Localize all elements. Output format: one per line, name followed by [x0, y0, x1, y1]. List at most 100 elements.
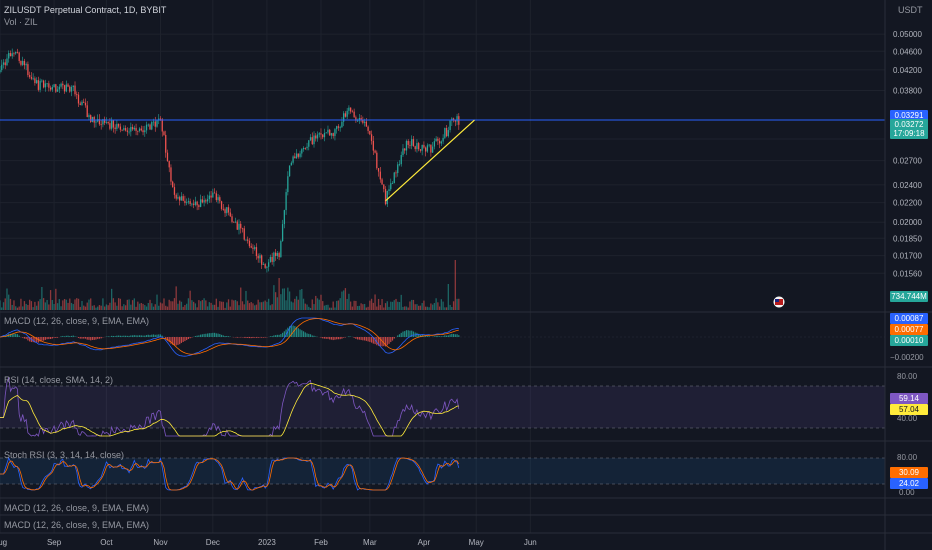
candle-body	[219, 197, 221, 202]
macd-hist-bar	[69, 336, 71, 337]
candle-body	[58, 86, 60, 90]
candle-body	[440, 141, 443, 144]
candle-body	[90, 115, 92, 122]
macd-hist-bar	[428, 336, 430, 337]
candle-body	[247, 239, 249, 241]
candle-body	[114, 127, 116, 129]
candle-body	[112, 120, 115, 128]
volume-bar	[65, 299, 67, 310]
volume-bar	[213, 304, 216, 310]
volume-bar	[93, 305, 95, 310]
macd-hist-bar	[39, 337, 41, 342]
volume-bar	[63, 298, 66, 310]
macd-hist-bar	[51, 337, 53, 339]
candle-body	[27, 64, 29, 76]
trend-line[interactable]	[385, 119, 475, 202]
macd-hist-bar	[390, 337, 392, 343]
candle-body	[421, 144, 423, 151]
candle-body	[234, 221, 237, 223]
macd-hist-bar	[280, 334, 282, 337]
candle-body	[95, 121, 97, 123]
candle-body	[142, 130, 144, 133]
candle-body	[332, 133, 334, 136]
macd-hist-bar	[203, 333, 205, 337]
candle-body	[172, 181, 174, 188]
macd-hist-bar	[449, 334, 451, 337]
volume-bar	[393, 300, 395, 310]
candle-body	[1, 64, 3, 71]
volume-bar	[288, 291, 291, 310]
macd-hist-bar	[259, 337, 261, 338]
volume-bar	[97, 306, 99, 310]
volume-bar	[74, 299, 76, 310]
macd-hist-bar	[370, 337, 373, 343]
macd-hist-bar	[402, 331, 404, 337]
candle-body	[398, 164, 401, 165]
macd-hist-bar	[332, 337, 334, 341]
macd-hist-bar	[81, 337, 83, 339]
candle-body	[76, 94, 78, 96]
volume-bar	[67, 302, 69, 310]
macd-hist-bar	[98, 337, 101, 339]
macd-hist-bar	[439, 336, 441, 337]
candle-body	[302, 147, 305, 150]
rsi-tick-40: 40.00	[897, 414, 918, 423]
macd-hist-bar	[90, 337, 92, 341]
volume-bar	[56, 303, 59, 310]
macd-hist-bar	[336, 337, 338, 340]
macd-hist-bar	[215, 333, 217, 337]
price-axis[interactable]: 0.05000 0.04600 0.04200 0.03800 0.02700 0.024…	[893, 30, 922, 278]
volume-label: Vol · ZIL	[4, 17, 38, 27]
candle-body	[130, 126, 132, 132]
macd-hist-bar	[261, 337, 263, 338]
candles[interactable]	[0, 48, 460, 273]
volume-bar	[189, 290, 191, 310]
macd-hist-bar	[454, 334, 456, 337]
macd-badge-3: 0.00010	[890, 335, 928, 346]
volume-bar	[426, 306, 429, 310]
volume-bar	[159, 302, 162, 310]
candle-body	[2, 62, 5, 65]
volume-bar	[81, 300, 83, 310]
flag-icon[interactable]	[773, 296, 785, 308]
candle-body	[154, 121, 156, 127]
candle-body	[428, 144, 430, 146]
rsi-badge: 59.14	[890, 393, 928, 404]
macd-hist-bar	[100, 337, 102, 339]
candle-body	[337, 126, 340, 128]
candle-body	[217, 197, 219, 201]
candle-body	[372, 140, 374, 151]
candle-body	[306, 146, 308, 149]
macd-hist-bar	[182, 337, 184, 342]
candle-body	[100, 124, 102, 126]
volume-bar	[302, 298, 305, 310]
candle-body	[191, 203, 193, 205]
time-axis[interactable]: Aug Sep Oct Nov Dec 2023 Feb Mar Apr May Jun	[0, 538, 537, 547]
volume-bar	[131, 300, 134, 310]
volume-bar	[400, 294, 402, 310]
macd-hist-bar	[334, 337, 336, 340]
candle-body	[281, 224, 284, 242]
rsi-ma-badge: 57.04	[890, 404, 928, 415]
candle-body	[29, 75, 31, 77]
volume-bar	[311, 299, 313, 310]
candle-body	[49, 87, 52, 90]
candle-body	[329, 129, 331, 136]
macd-hist-bar	[444, 335, 446, 337]
price-level-badge: 0.03291	[890, 110, 928, 121]
macd-hist-bar	[442, 336, 444, 337]
candle-body	[151, 122, 153, 130]
candle-body	[147, 124, 149, 126]
candle-body	[179, 197, 181, 201]
volume-bar	[34, 301, 36, 310]
candle-body	[264, 264, 266, 268]
candle-body	[365, 121, 367, 127]
volume-bar	[362, 304, 364, 310]
macd-hist-bar	[25, 337, 27, 339]
macd-hist-bar	[107, 336, 109, 337]
macd-hist-bar	[329, 337, 331, 340]
volume-bar	[79, 306, 81, 310]
volume-bar	[187, 298, 190, 310]
time-tick-label: Nov	[153, 538, 167, 547]
